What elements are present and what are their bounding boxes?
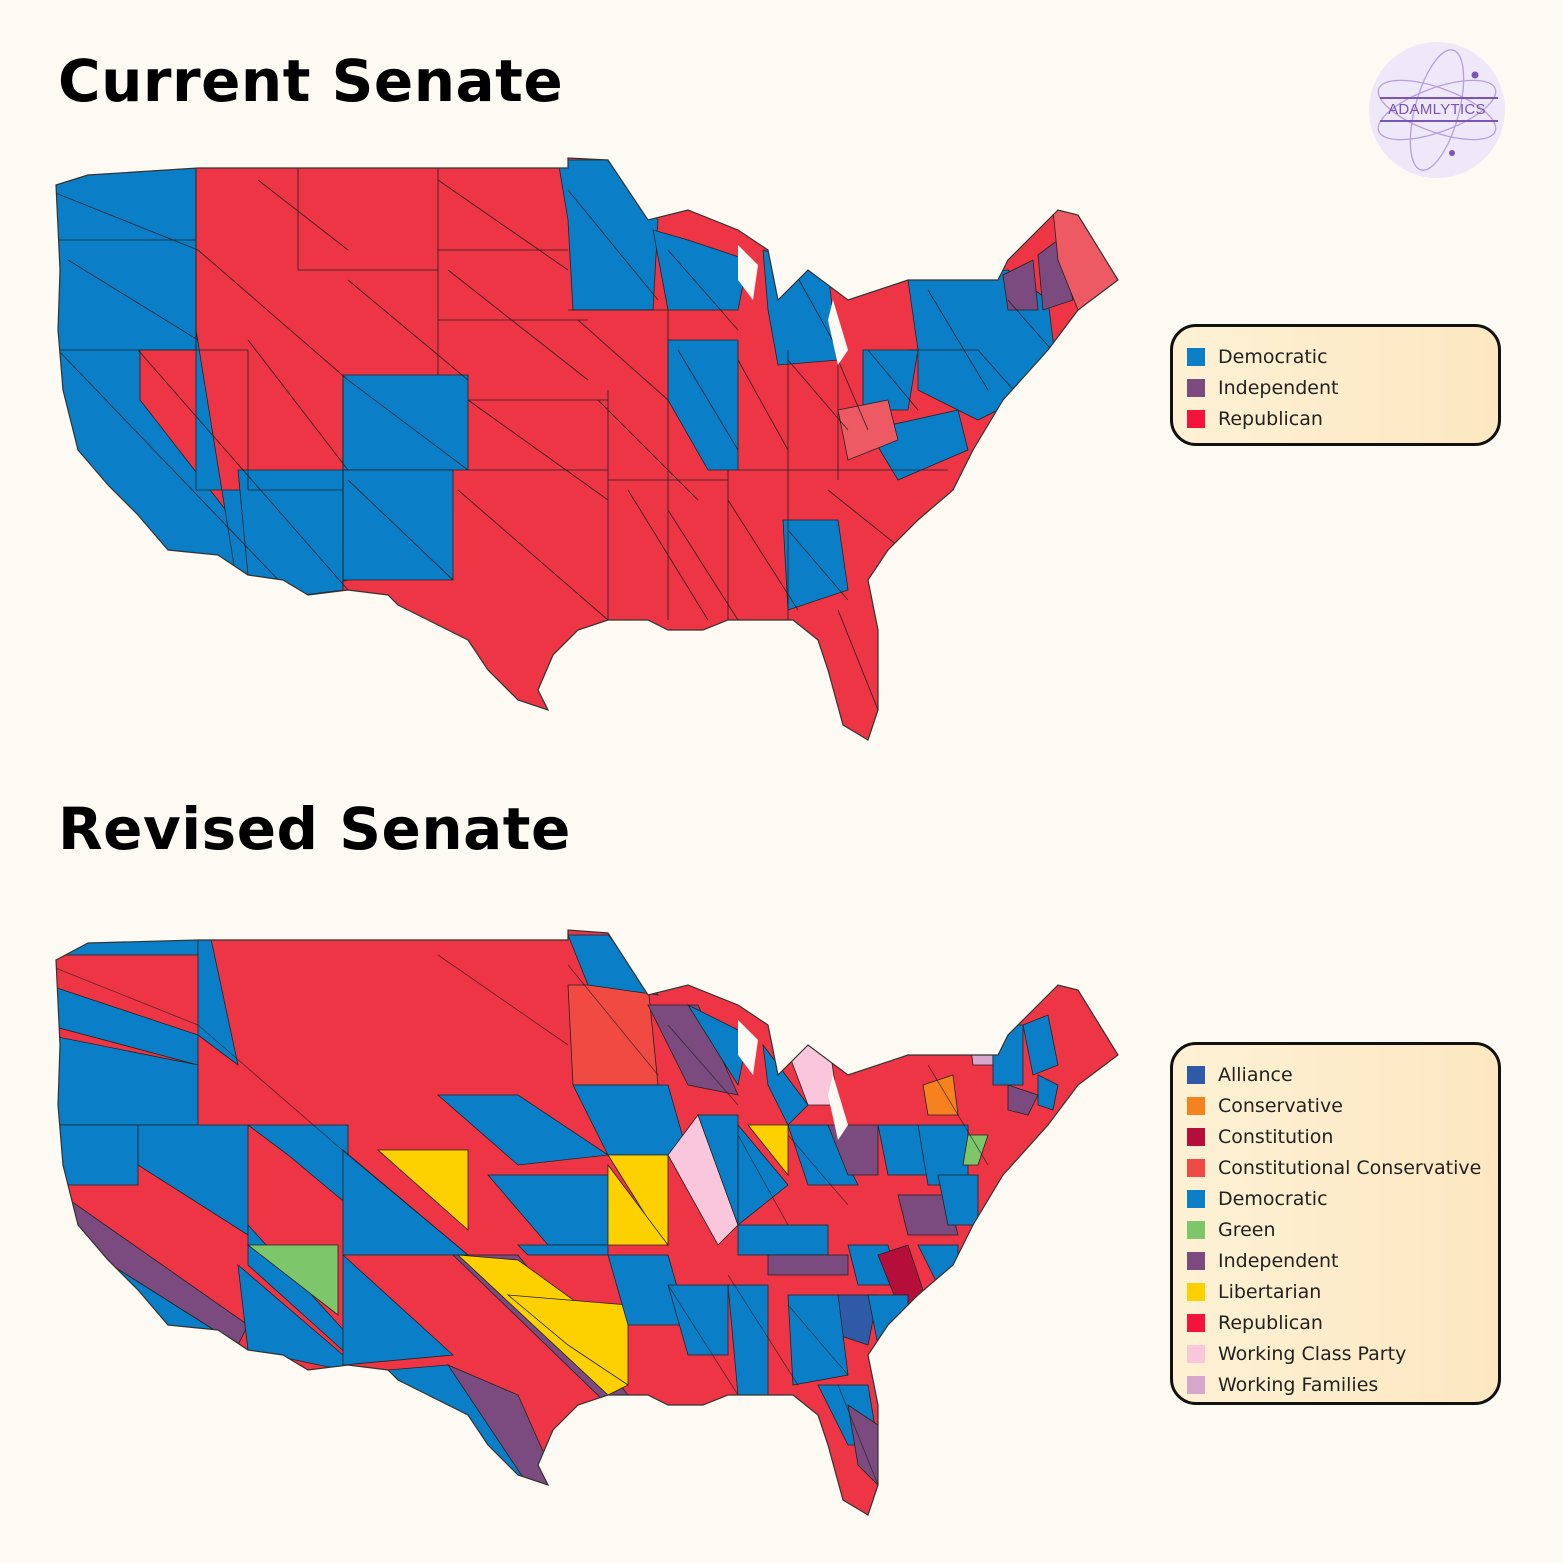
legend-swatch [1187, 347, 1205, 366]
logo-text: ADAMLYTICS [1388, 101, 1486, 118]
legend-swatch [1187, 1127, 1205, 1146]
legend-label: Green [1218, 1218, 1276, 1241]
legend-item: Working Class Party [1187, 1338, 1486, 1369]
legend-item: Green [1187, 1214, 1486, 1245]
legend-swatch [1187, 1096, 1205, 1115]
legend-label: Constitutional Conservative [1218, 1156, 1482, 1179]
legend-item: Independent [1187, 1245, 1486, 1276]
legend-label: Alliance [1218, 1063, 1293, 1086]
legend-label: Working Class Party [1218, 1342, 1407, 1365]
legend-item: Democratic [1187, 1183, 1486, 1214]
legend-swatch [1187, 1158, 1205, 1177]
legend-swatch [1187, 1313, 1205, 1332]
revised-senate-legend: Alliance Conservative Constitution Const… [1170, 1042, 1501, 1405]
adamlytics-logo: ADAMLYTICS [1368, 41, 1506, 179]
legend-label: Independent [1218, 376, 1339, 399]
legend-label: Constitution [1218, 1125, 1334, 1148]
legend-swatch [1187, 1065, 1205, 1084]
legend-label: Working Families [1218, 1373, 1379, 1396]
revised-senate-title: Revised Senate [58, 795, 571, 863]
legend-label: Democratic [1218, 345, 1328, 368]
revised-senate-map [55, 929, 1119, 1516]
legend-swatch [1187, 409, 1205, 428]
legend-swatch [1187, 1251, 1205, 1270]
current-senate-title: Current Senate [58, 47, 564, 115]
legend-label: Independent [1218, 1249, 1339, 1272]
legend-swatch [1187, 1189, 1205, 1208]
atom-icon [1369, 42, 1505, 178]
legend-swatch [1187, 378, 1205, 397]
legend-item: Working Families [1187, 1369, 1486, 1400]
legend-label: Libertarian [1218, 1280, 1322, 1303]
legend-item: Constitutional Conservative [1187, 1152, 1486, 1183]
legend-label: Republican [1218, 407, 1323, 430]
legend-item: Independent [1187, 372, 1486, 403]
legend-label: Republican [1218, 1311, 1323, 1334]
legend-swatch [1187, 1375, 1205, 1394]
legend-item: Libertarian [1187, 1276, 1486, 1307]
legend-item: Constitution [1187, 1121, 1486, 1152]
current-senate-map [55, 157, 1119, 741]
legend-swatch [1187, 1344, 1205, 1363]
legend-item: Republican [1187, 1307, 1486, 1338]
legend-swatch [1187, 1282, 1205, 1301]
legend-label: Democratic [1218, 1187, 1328, 1210]
legend-item: Conservative [1187, 1090, 1486, 1121]
legend-item: Alliance [1187, 1059, 1486, 1090]
legend-swatch [1187, 1220, 1205, 1239]
legend-item: Republican [1187, 403, 1486, 434]
current-senate-legend: Democratic Independent Republican [1170, 324, 1501, 446]
legend-label: Conservative [1218, 1094, 1343, 1117]
legend-item: Democratic [1187, 341, 1486, 372]
